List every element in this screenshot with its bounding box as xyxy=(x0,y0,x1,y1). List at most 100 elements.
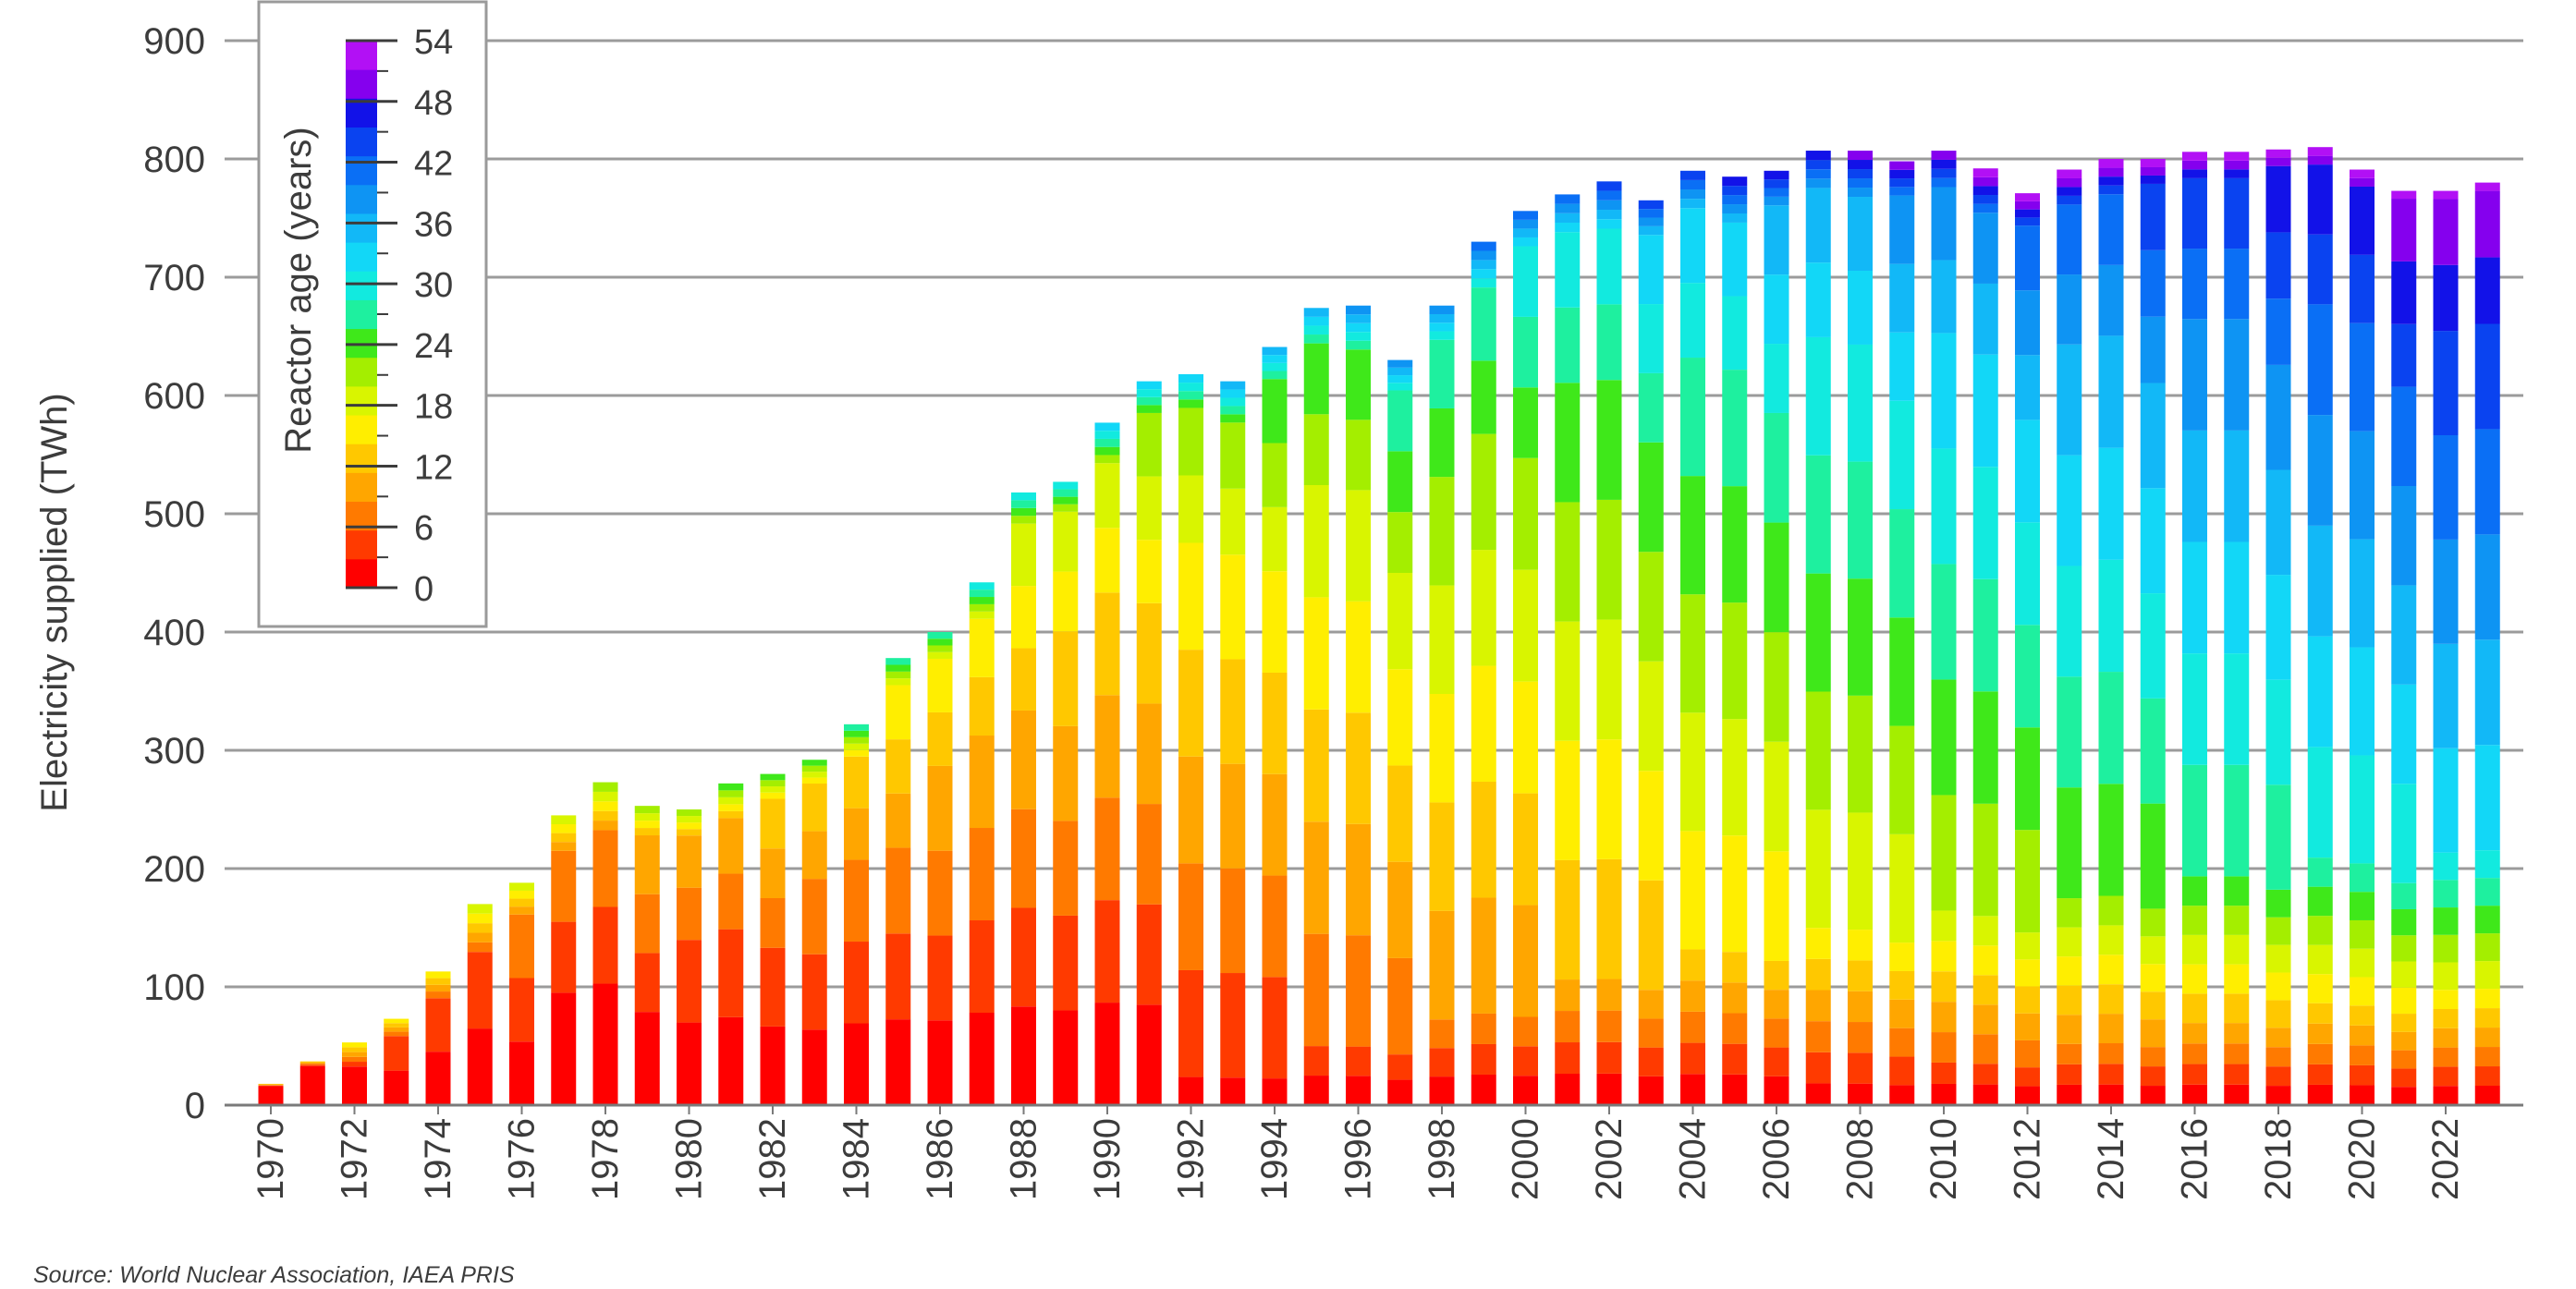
bar-2014-age-48 xyxy=(2098,176,2124,186)
bar-2018-age-30 xyxy=(2265,679,2291,785)
bar-2003-age-45 xyxy=(1638,200,1664,210)
bar-1989-age-21 xyxy=(1053,504,1079,512)
bar-1992-age-21 xyxy=(1178,407,1203,476)
bar-2009-age-15 xyxy=(1889,942,1915,971)
bar-2007-age-9 xyxy=(1805,990,1831,1022)
bar-2020-age-33 xyxy=(2350,647,2375,756)
x-tick-label-1972: 1972 xyxy=(335,1118,375,1200)
bar-2018-age-15 xyxy=(2265,972,2291,1001)
bar-1997-age-27 xyxy=(1387,390,1413,452)
bar-1981-age-3 xyxy=(718,929,744,1017)
bar-1989-age-24 xyxy=(1053,496,1079,505)
bar-2022-age-48 xyxy=(2433,264,2459,332)
bar-2017-age-39 xyxy=(2224,319,2250,431)
bar-2006-age-30 xyxy=(1764,344,1789,413)
bar-2013-age-6 xyxy=(2057,1043,2082,1064)
bar-2004-age-6 xyxy=(1680,1011,1705,1043)
bar-1995-age-36 xyxy=(1303,308,1329,317)
bar-2007-age-30 xyxy=(1805,336,1831,456)
bar-1991-age-33 xyxy=(1136,381,1162,390)
bar-2023-age-15 xyxy=(2474,989,2500,1009)
bar-2022-age-9 xyxy=(2433,1028,2459,1048)
bar-1974-age-0 xyxy=(425,1052,451,1105)
bar-2008-age-3 xyxy=(1848,1052,1873,1084)
bar-1988-age-27 xyxy=(1011,500,1036,508)
bar-2014-age-45 xyxy=(2098,185,2124,195)
bar-1973-age-3 xyxy=(384,1036,409,1071)
bar-2020-age-45 xyxy=(2350,254,2375,323)
bar-2013-age-33 xyxy=(2057,455,2082,566)
bar-1993-age-24 xyxy=(1220,414,1246,423)
bar-2017-age-51 xyxy=(2224,160,2250,170)
bar-1986-age-21 xyxy=(927,645,953,652)
bar-1999-age-18 xyxy=(1471,550,1496,666)
bar-2001-age-30 xyxy=(1555,232,1581,308)
bar-2009-age-42 xyxy=(1889,187,1915,196)
bar-2020-age-3 xyxy=(2350,1064,2375,1086)
bar-1980-age-15 xyxy=(677,822,702,830)
bar-2020-age-39 xyxy=(2350,431,2375,540)
bar-2011-age-51 xyxy=(1972,176,1998,187)
bar-2021-age-36 xyxy=(2391,585,2417,685)
bar-2016-age-18 xyxy=(2182,934,2207,965)
bar-1972-age-12 xyxy=(342,1047,367,1052)
bar-2014-age-18 xyxy=(2098,925,2124,955)
bar-1993-age-36 xyxy=(1220,381,1246,390)
bar-1994-age-6 xyxy=(1262,875,1288,978)
bar-2022-age-36 xyxy=(2433,643,2459,748)
bar-1995-age-18 xyxy=(1303,484,1329,598)
bar-2003-age-9 xyxy=(1638,990,1664,1019)
bar-2021-age-0 xyxy=(2391,1087,2417,1105)
bar-1987-age-24 xyxy=(969,597,995,604)
bar-2016-age-27 xyxy=(2182,764,2207,877)
bar-1974-age-3 xyxy=(425,998,451,1052)
bar-1975-age-9 xyxy=(467,932,493,942)
bar-2021-age-24 xyxy=(2391,908,2417,936)
bar-2017-age-3 xyxy=(2224,1064,2250,1085)
bar-1984-age-27 xyxy=(844,724,869,731)
bar-1977-age-0 xyxy=(551,992,577,1105)
bar-2009-age-27 xyxy=(1889,509,1915,618)
bar-1989-age-3 xyxy=(1053,915,1079,1011)
bar-2006-age-33 xyxy=(1764,274,1789,345)
bar-2013-age-24 xyxy=(2057,787,2082,899)
bar-1987-age-3 xyxy=(969,920,995,1014)
bar-1981-age-18 xyxy=(718,797,744,805)
bar-1973-age-6 xyxy=(384,1031,409,1037)
bar-2005-age-27 xyxy=(1722,370,1748,487)
bar-1978-age-6 xyxy=(592,830,618,907)
bar-2002-age-0 xyxy=(1596,1073,1622,1105)
bar-2009-age-18 xyxy=(1889,833,1915,943)
bar-2021-age-3 xyxy=(2391,1068,2417,1088)
bar-1994-age-30 xyxy=(1262,362,1288,371)
bar-1984-age-15 xyxy=(844,749,869,757)
bar-2014-age-3 xyxy=(2098,1064,2124,1085)
bar-2013-age-45 xyxy=(2057,195,2082,205)
y-axis-ticks: 0 100 200 300 400 500 600 700 800 900 xyxy=(143,21,205,1126)
bar-1977-age-15 xyxy=(551,824,577,833)
bar-2023-age-9 xyxy=(2474,1028,2500,1048)
bar-2014-age-0 xyxy=(2098,1084,2124,1105)
bar-2019-age-51 xyxy=(2307,155,2333,165)
bar-1995-age-30 xyxy=(1303,325,1329,335)
bar-1973-age-9 xyxy=(384,1027,409,1032)
bar-2018-age-0 xyxy=(2265,1086,2291,1105)
bar-1983-age-24 xyxy=(801,760,827,766)
bar-2016-age-39 xyxy=(2182,319,2207,431)
x-tick-label-2014: 2014 xyxy=(2091,1118,2131,1200)
bar-1978-age-18 xyxy=(592,791,618,802)
bar-2011-age-30 xyxy=(1972,467,1998,579)
bar-1995-age-15 xyxy=(1303,597,1329,710)
bar-1997-age-12 xyxy=(1387,765,1413,862)
bar-2016-age-21 xyxy=(2182,906,2207,935)
bar-2000-age-6 xyxy=(1513,1016,1538,1047)
bar-1995-age-33 xyxy=(1303,316,1329,326)
bar-1974-age-15 xyxy=(425,971,451,979)
bar-1993-age-3 xyxy=(1220,973,1246,1078)
bar-1984-age-9 xyxy=(844,808,869,860)
bar-1976-age-6 xyxy=(509,914,534,979)
legend-tick-label-12: 12 xyxy=(414,448,453,487)
bar-1982-age-18 xyxy=(760,786,786,793)
bar-2023-age-3 xyxy=(2474,1066,2500,1087)
